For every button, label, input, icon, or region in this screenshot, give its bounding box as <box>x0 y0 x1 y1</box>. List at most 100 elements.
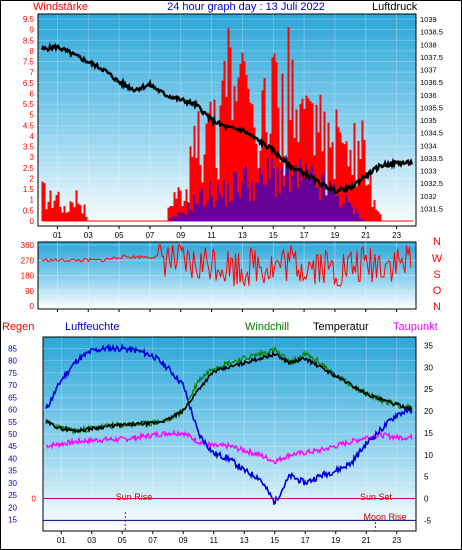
direction-tick-label: 90 <box>25 287 34 296</box>
wind-x-tick-label: 17 <box>300 231 309 240</box>
pressure-tick-label: 1034.5 <box>420 129 443 138</box>
compass-label: S <box>433 269 440 281</box>
wind-x-tick-label: 15 <box>269 231 278 240</box>
wind-speed-tick-label: 6 <box>30 89 35 98</box>
wind-x-tick-label: 07 <box>145 231 154 240</box>
humidity-tick-label: 55 <box>8 418 17 427</box>
pressure-tick-label: 1033 <box>420 167 437 176</box>
humidity-tick-label: 60 <box>8 406 17 415</box>
humidity-tick-label: 25 <box>8 491 17 500</box>
pressure-tick-label: 1034 <box>420 141 437 150</box>
humidity-tick-label: 30 <box>8 479 17 488</box>
direction-tick-label: 270 <box>21 256 35 265</box>
direction-tick-label: 360 <box>21 241 35 250</box>
pressure-tick-label: 1038 <box>420 40 437 49</box>
wind-speed-tick-label: 4.5 <box>23 121 35 130</box>
pressure-tick-label: 1032.5 <box>420 179 443 188</box>
temp-x-tick-label: 09 <box>179 536 188 545</box>
temp-x-tick-label: 01 <box>57 536 66 545</box>
wind-pressure-panel: 0 0.51 1.5 22.5 33.5 4 4.55 5.5 66.5 77.5 8 8.59 9.5… <box>23 13 443 240</box>
wind-x-tick-label: 13 <box>238 231 247 240</box>
temp-x-tick-label: 11 <box>210 536 219 545</box>
pressure-tick-label: 1037.5 <box>420 53 443 62</box>
humidity-tick-label: 80 <box>8 357 17 366</box>
temperature-series-line <box>45 350 413 434</box>
wind-speed-axis-title: Windstärke <box>33 1 88 13</box>
windchill-series-line <box>45 345 413 436</box>
pressure-tick-label: 1032 <box>420 192 437 201</box>
rain-tick-label: 0 <box>32 495 37 504</box>
pressure-tick-label: 1035 <box>420 116 437 125</box>
temperature-legend: Temperatur <box>313 321 369 333</box>
temperature-tick-label: 20 <box>424 407 433 416</box>
temperature-tick-label: 5 <box>424 473 429 482</box>
humidity-series-line <box>45 342 413 506</box>
wind-speed-tick-label: 2 <box>30 174 35 183</box>
wind-speed-tick-label: 8.5 <box>23 36 35 45</box>
humidity-tick-label: 85 <box>8 344 17 353</box>
wind-direction-plot-area <box>37 241 417 310</box>
wind-average-series-line <box>169 155 365 221</box>
temp-x-tick-label: 05 <box>118 536 127 545</box>
temp-x-tick-label: 13 <box>240 536 249 545</box>
temperature-tick-label: 30 <box>424 363 433 372</box>
wind-x-tick-label: 21 <box>361 231 370 240</box>
wind-x-tick-label: 23 <box>392 231 401 240</box>
humidity-tick-label: 50 <box>8 430 17 439</box>
wind-direction-series-line <box>41 244 412 288</box>
humidity-tick-label: 65 <box>8 393 17 402</box>
sunset-annotation: Sun Set <box>360 492 393 502</box>
wind-speed-tick-label: 4 <box>30 132 35 141</box>
temperature-tick-label: 35 <box>424 341 433 350</box>
wind-speed-tick-label: 0.5 <box>23 206 35 215</box>
wind-x-tick-label: 11 <box>207 231 216 240</box>
windchill-legend: Windchill <box>245 321 289 333</box>
wind-x-tick-label: 03 <box>84 231 93 240</box>
dewpoint-legend: Taupunkt <box>393 321 438 333</box>
wind-speed-tick-label: 6.5 <box>23 79 35 88</box>
humidity-tick-label: 35 <box>8 467 17 476</box>
wind-speed-tick-label: 3 <box>30 153 35 162</box>
temperature-tick-label: 15 <box>424 429 433 438</box>
pressure-tick-label: 1038.5 <box>420 28 443 37</box>
pressure-tick-label: 1036.5 <box>420 78 443 87</box>
wind-x-tick-label: 09 <box>176 231 185 240</box>
pressure-tick-label: 1031.5 <box>420 204 443 213</box>
compass-label: N <box>433 236 441 248</box>
wind-speed-tick-label: 7.5 <box>23 58 35 67</box>
humidity-tick-label: 70 <box>8 381 17 390</box>
sunrise-annotation: Sun Rise <box>116 492 153 502</box>
moonrise-annotation: Moon Rise <box>363 512 406 522</box>
humidity-tick-label: 75 <box>8 369 17 378</box>
rain-axis-title: Regen <box>2 321 34 333</box>
humidity-tick-label: 45 <box>8 442 17 451</box>
pressure-series-line <box>40 42 414 195</box>
wind-speed-tick-label: 2.5 <box>23 164 35 173</box>
wind-speed-tick-label: 5.5 <box>23 100 35 109</box>
humidity-tick-label: 40 <box>8 454 17 463</box>
humidity-axis-title: Luftfeuchte <box>65 321 119 333</box>
compass-label: W <box>432 253 443 265</box>
temp-x-tick-label: 17 <box>301 536 310 545</box>
temp-x-tick-label: 21 <box>362 536 371 545</box>
wind-x-tick-label: 01 <box>53 231 62 240</box>
wind-speed-tick-label: 5 <box>30 111 35 120</box>
wind-x-tick-label: 05 <box>115 231 124 240</box>
compass-label: N <box>433 301 441 313</box>
dewpoint-series-line <box>45 429 413 465</box>
humidity-tick-label: 15 <box>8 516 17 525</box>
direction-tick-label: 0 <box>30 302 35 311</box>
wind-speed-tick-label: 0 <box>30 217 35 226</box>
pressure-tick-label: 1039 <box>420 15 437 24</box>
temp-x-tick-label: 03 <box>87 536 96 545</box>
wind-speed-tick-label: 9.5 <box>23 15 35 24</box>
pressure-tick-label: 1035.5 <box>420 103 443 112</box>
wind-speed-tick-label: 1.5 <box>23 185 35 194</box>
wind-speed-tick-label: 1 <box>30 196 35 205</box>
temperature-tick-label: 10 <box>424 451 433 460</box>
wind-speed-tick-label: 7 <box>30 68 35 77</box>
temp-x-tick-label: 19 <box>331 536 340 545</box>
wind-speed-tick-label: 3.5 <box>23 143 35 152</box>
